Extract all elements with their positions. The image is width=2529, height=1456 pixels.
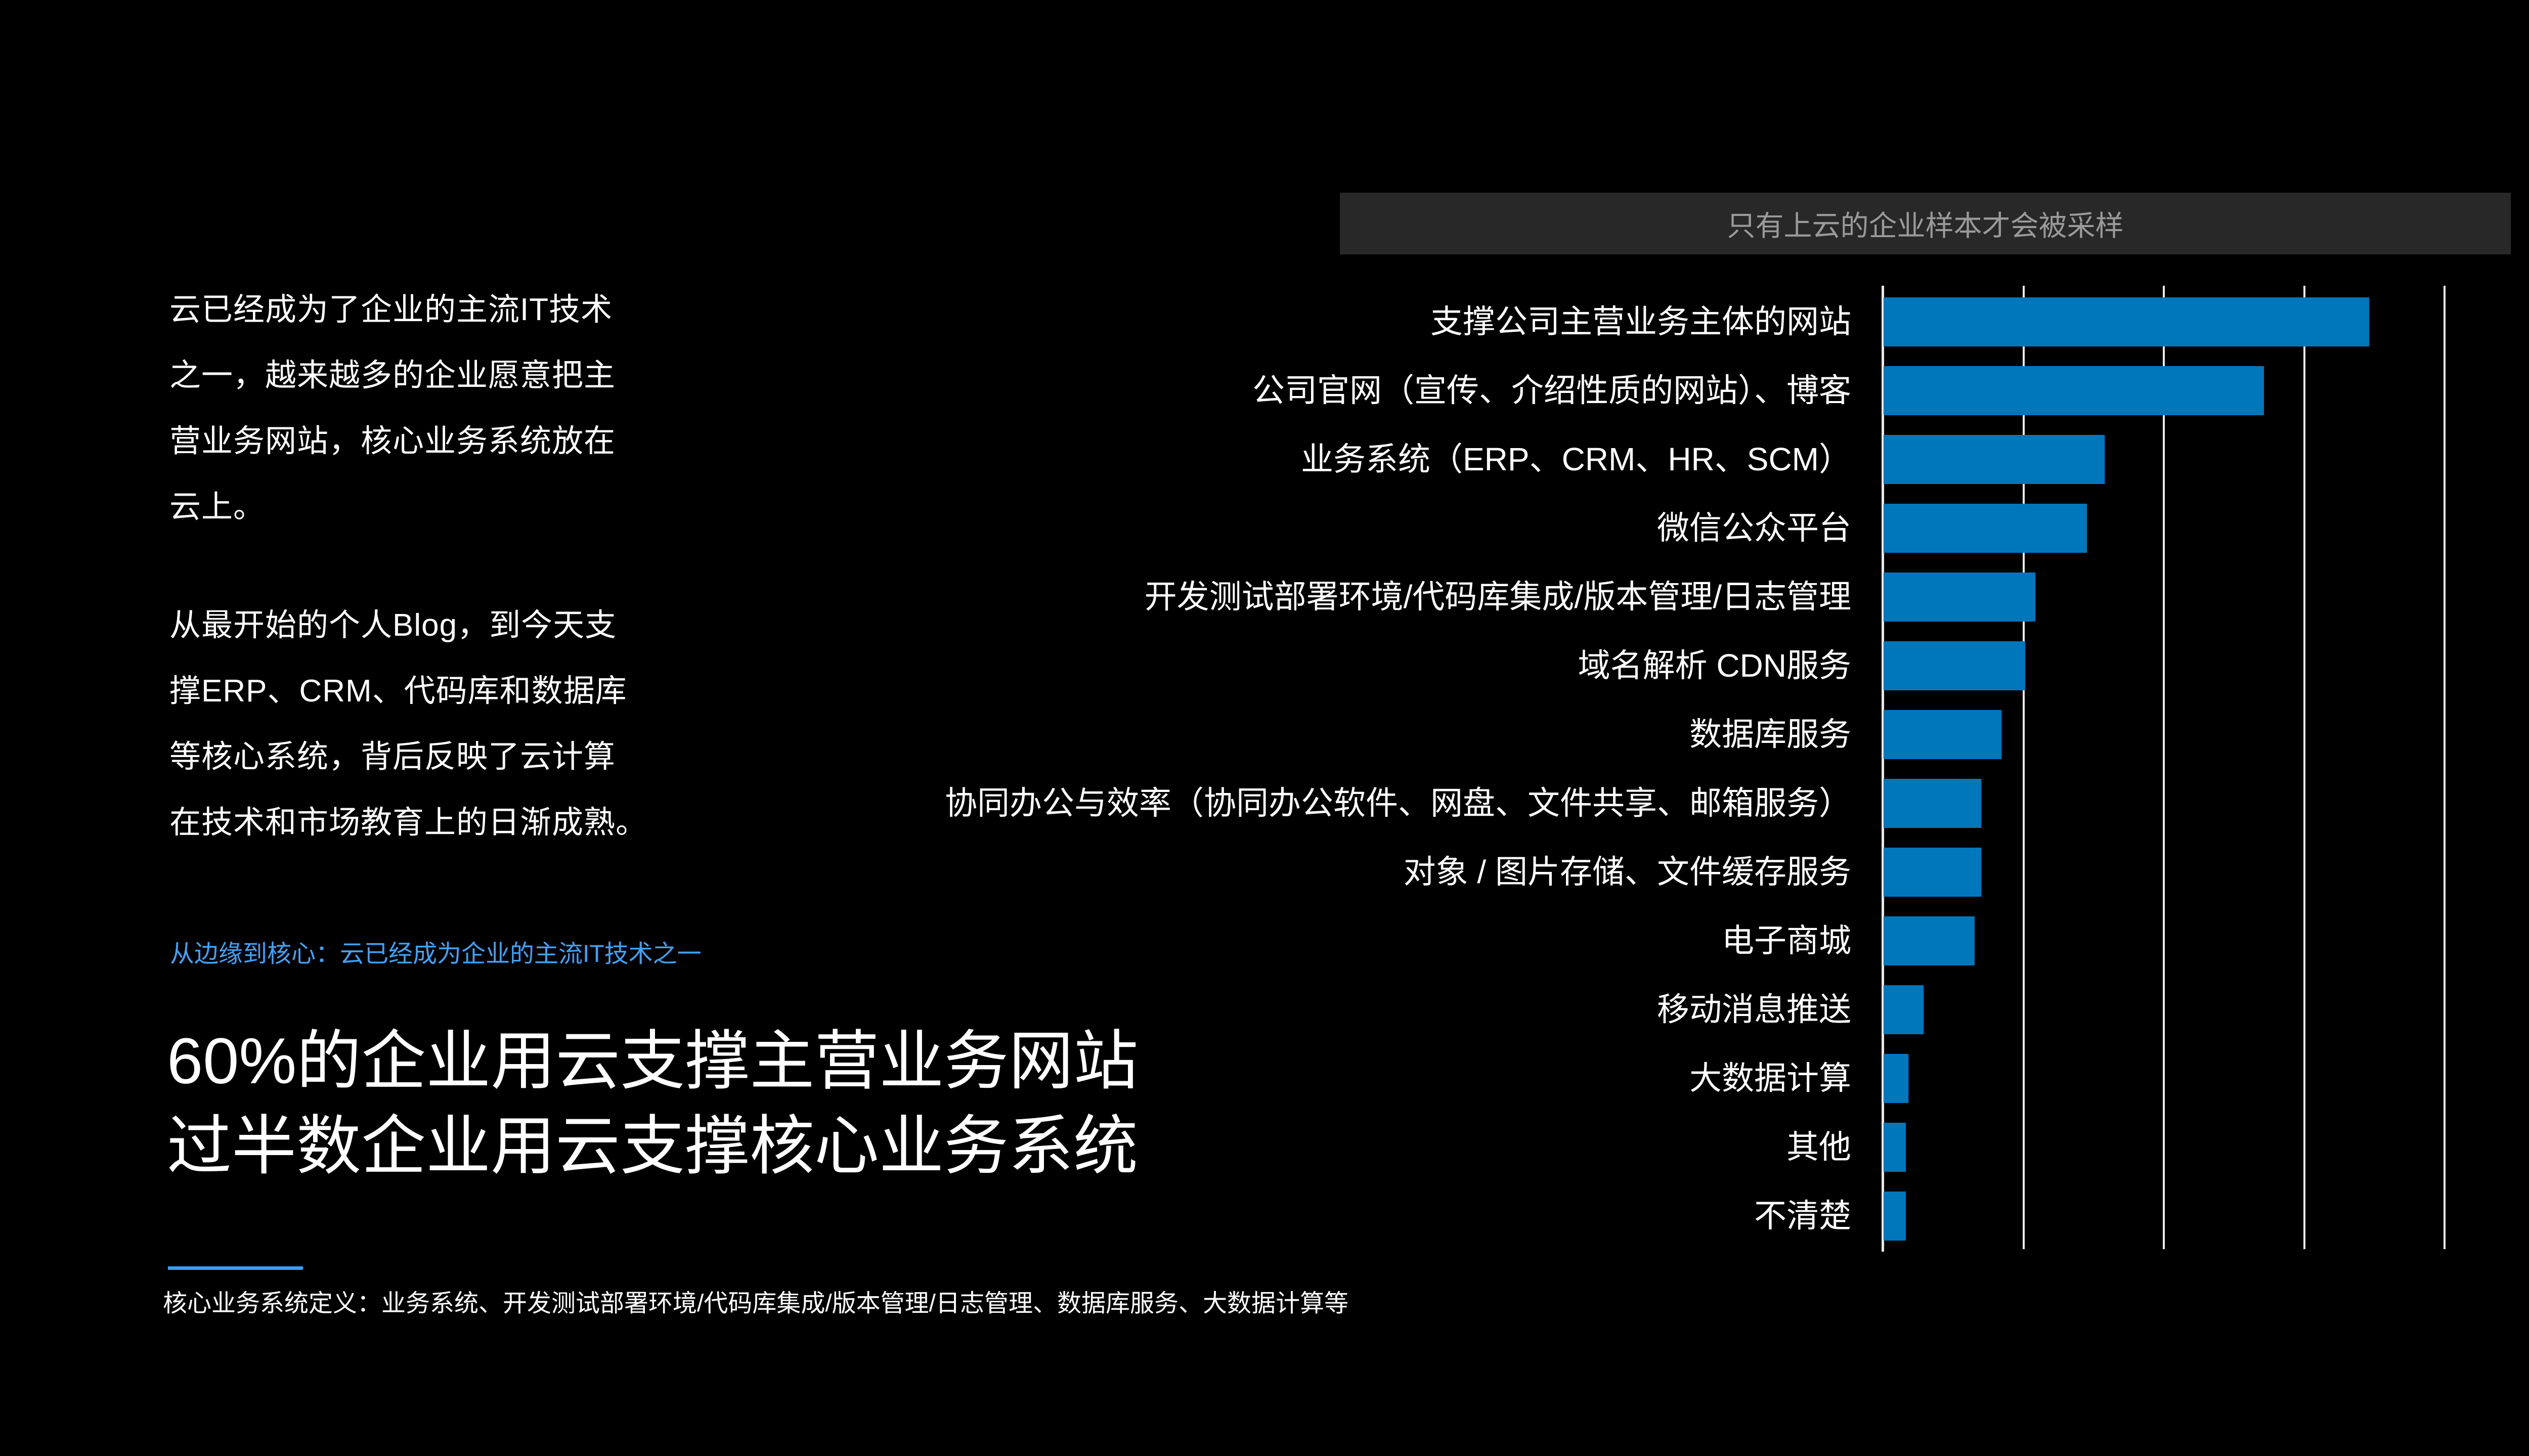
intro-line: 等核心系统，背后反映了云计算	[169, 739, 616, 774]
category-label: 数据库服务	[1689, 716, 1851, 753]
category-label: 移动消息推送	[1657, 991, 1851, 1028]
intro-paragraph-2: 从最开始的个人Blog，到今天支 撑ERP、CRM、代码库和数据库 等核心系统，…	[169, 593, 706, 856]
bar-row: 数据库服务	[759, 710, 2478, 759]
bar-chart: 支撑公司主营业务主体的网站公司官网（宣传、介绍性质的网站）、博客业务系统（ERP…	[759, 286, 2478, 1252]
headline-line-1: 60%的企业用云支撑主营业务网站	[167, 1025, 1139, 1097]
intro-line: 撑ERP、CRM、代码库和数据库	[169, 674, 627, 709]
bar-row: 开发测试部署环境/代码库集成/版本管理/日志管理	[759, 572, 2478, 622]
section-caption: 从边缘到核心：云已经成为企业的主流IT技术之一	[170, 941, 702, 967]
intro-line: 从最开始的个人Blog，到今天支	[169, 608, 617, 643]
bar-row: 其他	[759, 1123, 2478, 1172]
gridline	[2022, 286, 2025, 1249]
bar	[1884, 1192, 1906, 1241]
intro-line: 云上。	[169, 490, 266, 524]
bar	[1884, 710, 2002, 759]
headline: 60%的企业用云支撑主营业务网站 过半数企业用云支撑核心业务系统	[167, 1019, 1138, 1189]
bar	[1884, 916, 1975, 965]
bar-row: 业务系统（ERP、CRM、HR、SCM）	[759, 435, 2478, 484]
sample-note-text: 只有上云的企业样本才会被采样	[1727, 209, 2124, 242]
bar-row: 微信公众平台	[759, 504, 2478, 553]
bar	[1884, 435, 2105, 484]
category-label: 对象 / 图片存储、文件缓存服务	[1403, 854, 1851, 890]
accent-divider	[168, 1266, 303, 1270]
bar-row: 大数据计算	[759, 1054, 2478, 1103]
bar-row: 域名解析 CDN服务	[759, 641, 2478, 690]
category-label: 开发测试部署环境/代码库集成/版本管理/日志管理	[1144, 579, 1851, 615]
bar	[1884, 985, 1924, 1034]
bar	[1884, 641, 2026, 690]
bar	[1884, 572, 2035, 622]
category-label: 电子商城	[1722, 922, 1851, 959]
category-label: 微信公众平台	[1657, 510, 1851, 546]
intro-line: 在技术和市场教育上的日渐成熟。	[169, 805, 648, 840]
bar	[1884, 779, 1981, 828]
bar-row: 公司官网（宣传、介绍性质的网站）、博客	[759, 366, 2478, 415]
y-axis-line	[1882, 286, 1884, 1252]
bar	[1884, 1123, 1906, 1172]
bar-row: 对象 / 图片存储、文件缓存服务	[759, 848, 2478, 897]
category-label: 公司官网（宣传、介绍性质的网站）、博客	[1252, 372, 1851, 409]
intro-line: 营业务网站，核心业务系统放在	[169, 424, 616, 459]
intro-line: 云已经成为了企业的主流IT技术	[169, 292, 613, 327]
category-label: 协同办公与效率（协同办公软件、网盘、文件共享、邮箱服务）	[945, 785, 1851, 821]
bar	[1884, 1054, 1908, 1103]
bar-row: 协同办公与效率（协同办公软件、网盘、文件共享、邮箱服务）	[759, 779, 2478, 828]
category-label: 不清楚	[1754, 1198, 1851, 1234]
footnote: 核心业务系统定义：业务系统、开发测试部署环境/代码库集成/版本管理/日志管理、数…	[163, 1290, 1349, 1317]
bar-row: 电子商城	[759, 916, 2478, 965]
bar	[1884, 848, 1981, 897]
bar-row: 支撑公司主营业务主体的网站	[759, 297, 2478, 346]
category-label: 支撑公司主营业务主体的网站	[1430, 303, 1851, 340]
gridline	[2163, 286, 2165, 1249]
bar	[1884, 297, 2370, 346]
category-label: 大数据计算	[1689, 1060, 1851, 1096]
headline-line-2: 过半数企业用云支撑核心业务系统	[167, 1110, 1139, 1182]
category-label: 域名解析 CDN服务	[1578, 647, 1851, 684]
sample-note-banner: 只有上云的企业样本才会被采样	[1340, 193, 2511, 254]
intro-paragraph-1: 云已经成为了企业的主流IT技术 之一，越来越多的企业愿意把主 营业务网站，核心业…	[169, 277, 706, 540]
bar-row: 不清楚	[759, 1192, 2478, 1241]
bar-row: 移动消息推送	[759, 985, 2478, 1034]
category-label: 业务系统（ERP、CRM、HR、SCM）	[1301, 441, 1851, 477]
bar	[1884, 366, 2264, 415]
intro-line: 之一，越来越多的企业愿意把主	[169, 358, 616, 393]
bar	[1884, 504, 2087, 553]
gridline	[2303, 286, 2305, 1249]
gridline	[2444, 286, 2446, 1249]
category-label: 其他	[1786, 1129, 1851, 1165]
